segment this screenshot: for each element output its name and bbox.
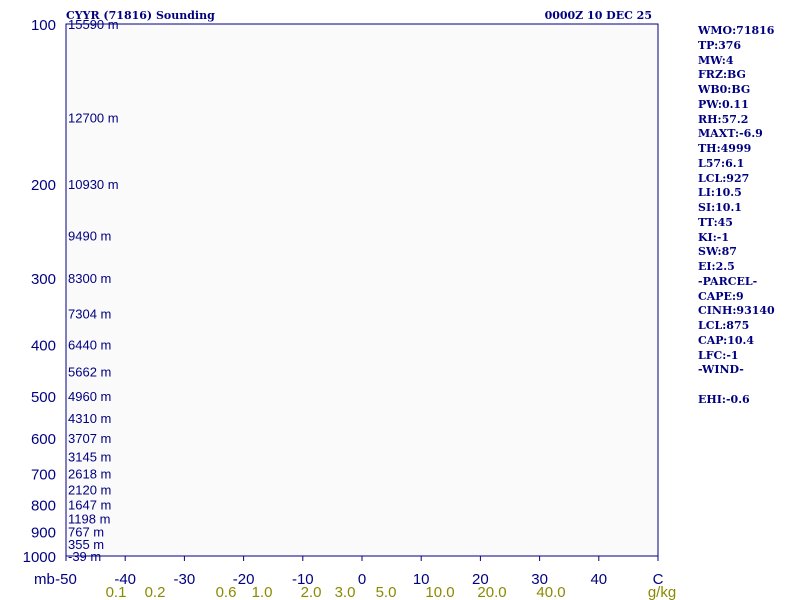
mixing-ratio-label: 1.0	[252, 584, 273, 600]
height-label: 15590 m	[68, 17, 119, 32]
mixing-ratio-label: 20.0	[477, 584, 506, 600]
pressure-tick-label: 700	[31, 467, 56, 484]
pressure-tick-label: 800	[31, 497, 56, 514]
height-label: 10930 m	[68, 177, 119, 192]
parcel-lcl: LCL:875	[698, 319, 750, 332]
pressure-tick-label: 300	[31, 271, 56, 288]
index-wb0: WB0:BG	[698, 83, 751, 96]
pressure-axis-unit: mb	[34, 571, 55, 588]
index-tp: TP:376	[698, 38, 742, 52]
index-ei: EI:2.5	[698, 260, 735, 273]
temperature-tick-label: 30	[531, 571, 548, 588]
height-label: 1647 m	[68, 497, 111, 512]
index-sw: SW:87	[698, 245, 737, 259]
height-label: 3145 m	[68, 449, 111, 464]
pressure-tick-label: 600	[31, 431, 56, 448]
pressure-tick-label: 1000	[23, 549, 56, 566]
parcel-list: CAPE:9 CINH:93140 LCL:875 CAP:10.4 LFC:-1	[698, 290, 798, 364]
height-label: 2618 m	[68, 467, 111, 482]
index-pw: PW:0.11	[698, 97, 749, 111]
temperature-tick-label: 0	[358, 571, 366, 588]
wind-ehi: EHI:-0.6	[698, 392, 750, 406]
height-label: 12700 m	[68, 111, 119, 126]
pressure-tick-label: 200	[31, 177, 56, 194]
index-ki: KI:-1	[698, 230, 729, 244]
mixing-ratio-label: 0.1	[106, 584, 127, 600]
mixing-ratio-label: 5.0	[376, 584, 397, 600]
spacer	[698, 378, 798, 393]
temperature-tick-label: C	[653, 571, 664, 588]
temperature-tick-label: -10	[292, 571, 314, 588]
index-tt: TT:45	[698, 215, 733, 229]
index-lcl: LCL:927	[698, 171, 750, 185]
height-label: 4310 m	[68, 411, 111, 426]
temperature-tick-label: -30	[174, 571, 196, 588]
mixing-ratio-label: 40.0	[536, 584, 565, 600]
temperature-tick-label: 10	[413, 571, 430, 588]
chart-date: 0000Z 10 DEC 25	[544, 9, 652, 22]
index-l57: L57:6.1	[698, 156, 745, 170]
parcel-cape: CAPE:9	[698, 289, 744, 303]
pressure-tick-label: 400	[31, 337, 56, 354]
index-list: WMO:71816 TP:376 MW:4 FRZ:BG WB0:BG PW:0.11 RH…	[698, 24, 798, 275]
index-th: TH:4999	[698, 142, 752, 155]
isotherm	[0, 24, 7, 556]
height-label: 8300 m	[68, 271, 111, 286]
mixing-ratio-unit: g/kg	[648, 584, 676, 600]
parcel-header: -PARCEL-	[698, 274, 758, 288]
wind-header: -WIND-	[698, 363, 744, 377]
plot-background	[66, 24, 658, 556]
pressure-tick-label: 500	[31, 389, 56, 406]
parcel-cinh: CINH:93140	[698, 304, 775, 318]
parcel-cap: CAP:10.4	[698, 333, 755, 347]
mixing-ratio-label: 10.0	[425, 584, 454, 600]
height-label: -39 m	[68, 549, 101, 564]
height-label: 4960 m	[68, 389, 111, 404]
temperature-tick-label: -20	[233, 571, 255, 588]
height-label: 9490 m	[68, 229, 111, 244]
height-label: 355 m	[68, 537, 104, 552]
height-label: 5662 m	[68, 365, 111, 380]
chart-title: CYYR (71816) Sounding	[66, 9, 215, 22]
index-rh: RH:57.2	[698, 112, 749, 126]
mixing-ratio-label: 3.0	[335, 584, 356, 600]
index-wmo: WMO:71816	[698, 24, 775, 37]
temperature-tick-label: 20	[472, 571, 489, 588]
mixing-ratio-label: 0.2	[145, 584, 166, 600]
height-label: 767 m	[68, 525, 104, 540]
height-label: 3707 m	[68, 431, 111, 446]
temperature-tick-label: -50	[55, 571, 77, 588]
wind-list: EHI:-0.6	[698, 393, 798, 408]
height-label: 1198 m	[68, 511, 110, 526]
height-label: 7304 m	[68, 306, 111, 321]
index-maxt: MAXT:-6.9	[698, 127, 763, 141]
height-label: 6440 m	[68, 337, 111, 352]
temperature-tick-label: 40	[590, 571, 607, 588]
index-li: LI:10.5	[698, 186, 742, 200]
height-label: 2120 m	[68, 483, 111, 498]
index-si: SI:10.1	[698, 201, 742, 214]
pressure-tick-label: 100	[31, 17, 56, 34]
index-panel: WMO:71816 TP:376 MW:4 FRZ:BG WB0:BG PW:0.11 RH…	[698, 24, 798, 408]
temperature-tick-label: -40	[114, 571, 136, 588]
mixing-ratio-label: 2.0	[301, 584, 322, 600]
pressure-tick-label: 900	[31, 525, 56, 542]
parcel-lfc: LFC:-1	[698, 348, 739, 362]
mixing-ratio-label: 0.6	[216, 584, 237, 600]
index-mw: MW:4	[698, 53, 734, 67]
index-frz: FRZ:BG	[698, 68, 746, 82]
